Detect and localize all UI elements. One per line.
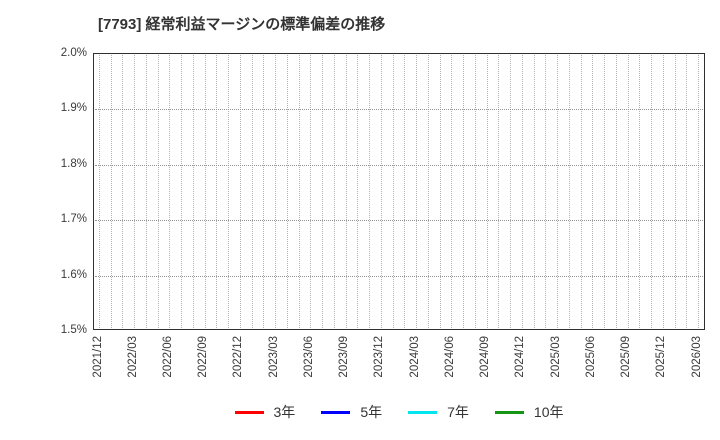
x-axis-tick-label: 2022/12 <box>232 336 245 378</box>
x-axis-tick-label: 2022/06 <box>161 336 174 378</box>
vertical-gridline <box>580 55 582 328</box>
vertical-gridline <box>698 55 699 328</box>
vertical-gridline <box>216 55 218 328</box>
x-axis-tick-label: 2022/03 <box>126 336 139 378</box>
vertical-gridline <box>627 55 629 328</box>
vertical-gridline <box>557 55 559 328</box>
vertical-gridline <box>486 55 488 328</box>
vertical-gridline <box>474 55 476 328</box>
horizontal-gridline <box>95 275 703 277</box>
x-axis-tick-label: 2025/03 <box>549 336 562 378</box>
legend-item-1: 5年 <box>321 402 382 422</box>
vertical-gridline <box>498 55 500 328</box>
y-axis-tick-label: 1.5% <box>60 324 87 336</box>
vertical-gridline <box>592 55 594 328</box>
vertical-gridline <box>463 55 465 328</box>
x-axis-tick-label: 2025/06 <box>584 336 597 378</box>
horizontal-gridline <box>95 164 703 166</box>
vertical-gridline <box>228 55 230 328</box>
vertical-gridline <box>392 55 394 328</box>
vertical-gridline <box>439 55 441 328</box>
legend-line-swatch <box>234 410 264 414</box>
legend-line-swatch <box>408 410 438 414</box>
x-axis-tick-label: 2026/03 <box>690 336 703 378</box>
vertical-gridline <box>416 55 418 328</box>
vertical-gridline <box>310 55 312 328</box>
x-axis-tick-label: 2023/09 <box>338 336 351 378</box>
vertical-gridline <box>110 55 112 328</box>
y-axis-tick-label: 1.7% <box>60 213 87 226</box>
y-axis-tick-label: 1.6% <box>60 268 87 281</box>
vertical-gridline <box>275 55 277 328</box>
x-axis-tick-label: 2023/06 <box>302 336 315 378</box>
vertical-gridline <box>451 55 453 328</box>
vertical-gridline <box>169 55 171 328</box>
legend-item-3: 10年 <box>494 402 564 422</box>
legend-item-0: 3年 <box>234 402 296 422</box>
vertical-gridline <box>181 55 183 328</box>
x-axis-tick-label: 2025/12 <box>655 336 668 378</box>
horizontal-gridline <box>95 109 703 111</box>
vertical-gridline <box>545 55 547 328</box>
vertical-gridline <box>333 55 335 328</box>
vertical-gridline <box>322 55 324 328</box>
vertical-gridline <box>369 55 371 328</box>
vertical-gridline <box>568 55 570 328</box>
x-axis-tick-label: 2023/12 <box>373 336 386 378</box>
y-axis-tick-label: 1.8% <box>60 157 87 170</box>
vertical-gridline <box>286 55 288 328</box>
vertical-gridline <box>192 55 194 328</box>
vertical-gridline <box>639 55 641 328</box>
vertical-gridline <box>122 55 124 328</box>
vertical-gridline <box>298 55 300 328</box>
vertical-gridline <box>239 55 241 328</box>
x-axis-tick-label: 2024/06 <box>443 336 456 378</box>
vertical-gridline <box>427 55 429 328</box>
x-axis-tick-label: 2025/09 <box>620 336 633 378</box>
chart-title: [7793] 経常利益マージンの標準偏差の推移 <box>98 16 386 33</box>
vertical-gridline <box>510 55 512 328</box>
legend-label: 5年 <box>360 404 383 420</box>
plot-area <box>93 53 705 330</box>
legend-label: 7年 <box>447 404 469 420</box>
vertical-gridline <box>134 55 136 328</box>
vertical-gridline <box>157 55 159 328</box>
y-axis-tick-label: 2.0% <box>60 47 87 59</box>
x-axis-tick-label: 2024/12 <box>514 336 527 378</box>
vertical-gridline <box>662 55 664 328</box>
vertical-gridline <box>686 55 688 328</box>
legend-line-swatch <box>494 410 524 414</box>
legend-label: 3年 <box>273 404 296 420</box>
vertical-gridline <box>674 55 676 328</box>
horizontal-gridline <box>95 220 703 222</box>
vertical-gridline <box>99 55 100 328</box>
vertical-gridline <box>357 55 359 328</box>
vertical-gridline <box>521 55 523 328</box>
x-axis-tick-label: 2022/09 <box>197 336 210 378</box>
x-axis-tick-label: 2024/03 <box>408 336 421 378</box>
legend-line-swatch <box>321 410 351 414</box>
vertical-gridline <box>251 55 253 328</box>
legend-item-2: 7年 <box>408 402 469 422</box>
vertical-gridline <box>145 55 147 328</box>
vertical-gridline <box>345 55 347 328</box>
vertical-gridline <box>204 55 206 328</box>
x-axis-tick-label: 2023/03 <box>267 336 280 378</box>
vertical-gridline <box>533 55 535 328</box>
y-axis-tick-label: 1.9% <box>60 102 87 115</box>
vertical-gridline <box>404 55 406 328</box>
vertical-gridline <box>604 55 606 328</box>
x-axis-tick-label: 2021/12 <box>91 336 104 378</box>
chart-legend: 3年 5年 7年 10年 <box>93 402 705 422</box>
vertical-gridline <box>263 55 265 328</box>
vertical-gridline <box>615 55 617 328</box>
x-axis-tick-label: 2024/09 <box>479 336 492 378</box>
vertical-gridline <box>651 55 653 328</box>
legend-label: 10年 <box>533 404 564 420</box>
vertical-gridline <box>380 55 382 328</box>
